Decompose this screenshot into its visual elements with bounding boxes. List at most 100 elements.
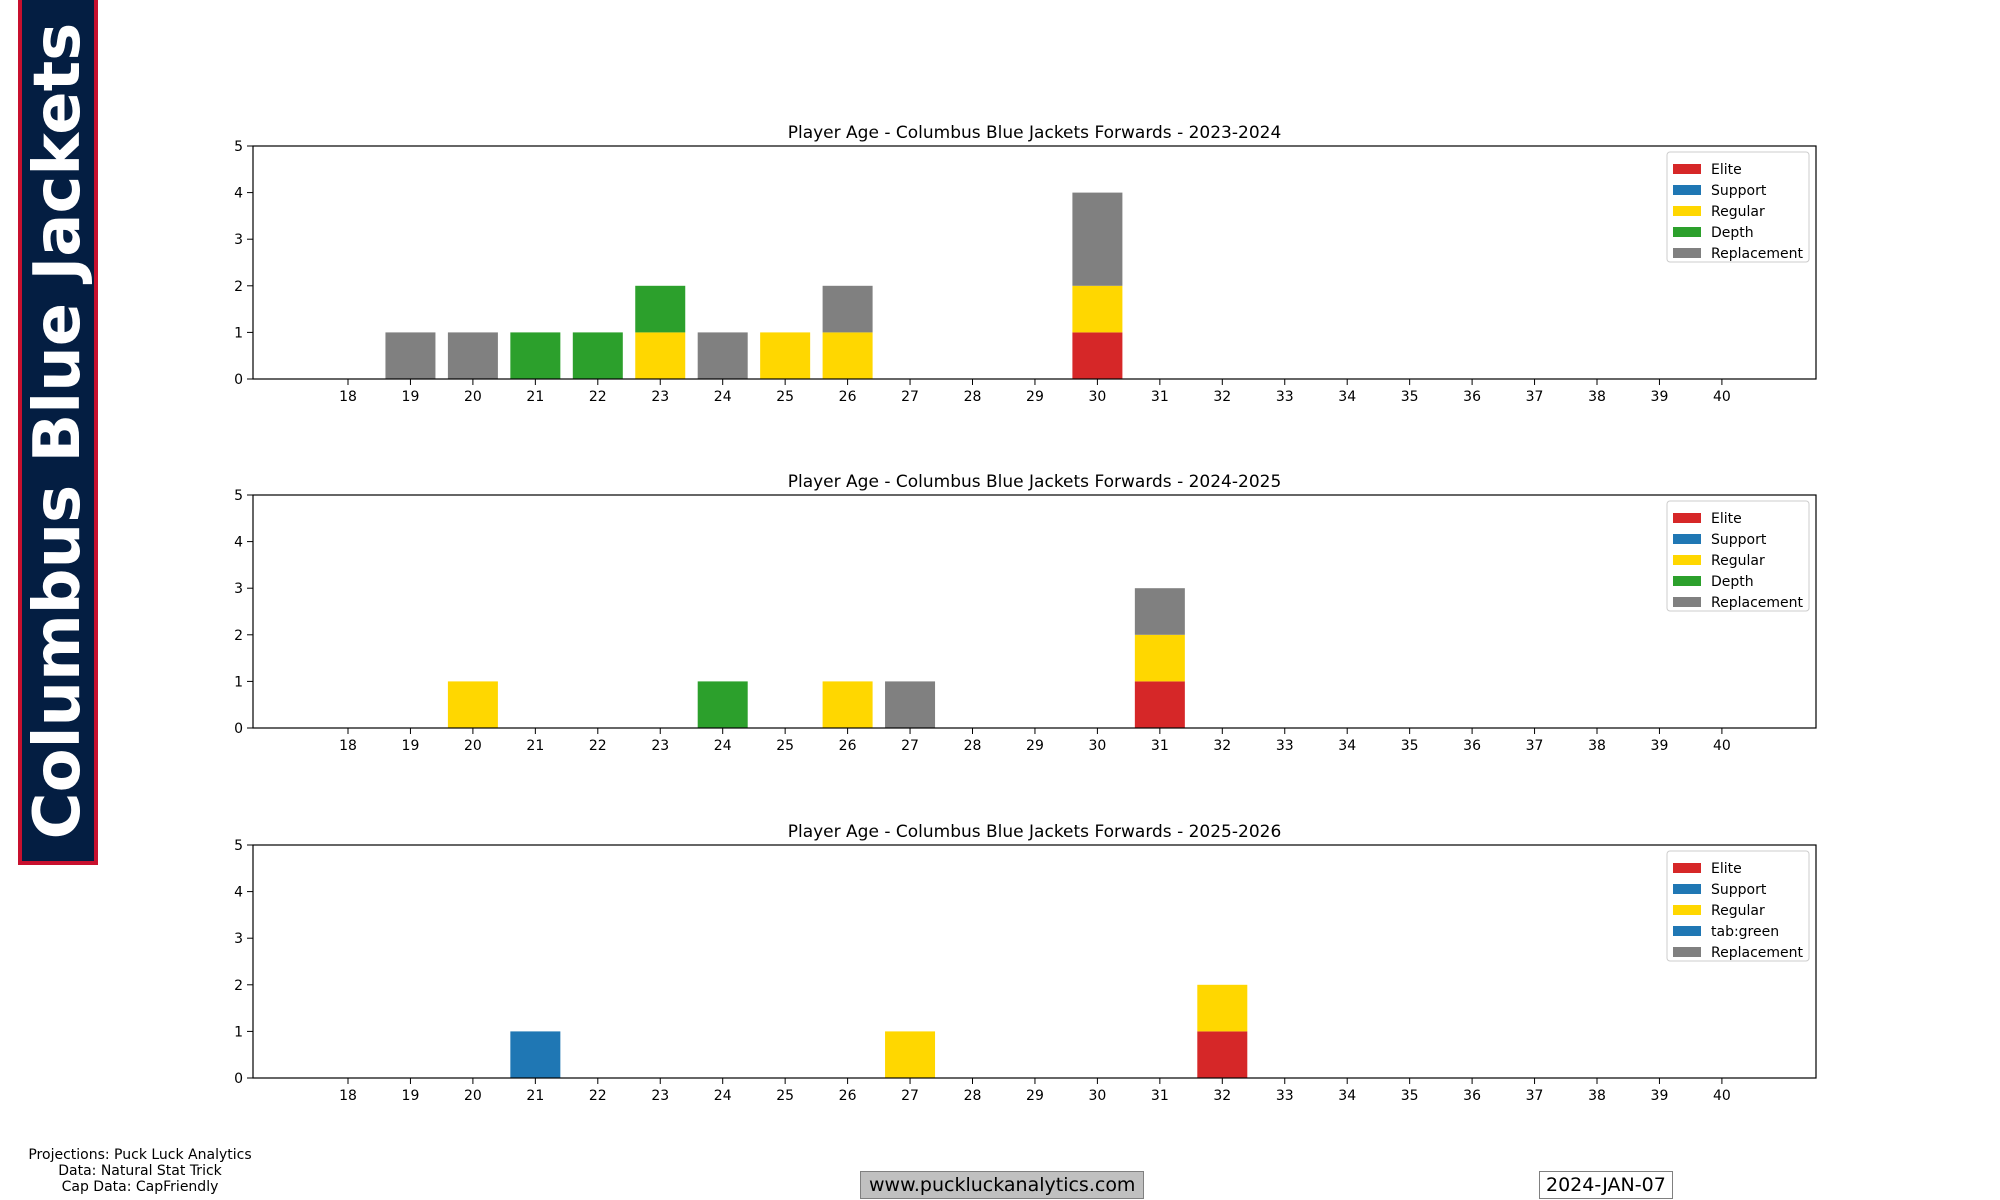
legend-swatch [1673, 248, 1701, 258]
legend-swatch [1673, 884, 1701, 894]
x-tick-label: 27 [901, 389, 919, 405]
y-tick-label: 4 [234, 535, 243, 551]
legend-label: Elite [1711, 861, 1742, 877]
x-tick-label: 35 [1401, 738, 1419, 754]
y-tick-label: 4 [234, 186, 243, 202]
x-tick-label: 38 [1588, 1088, 1606, 1104]
bar-replacement-age-24 [697, 332, 748, 379]
x-tick-label: 39 [1651, 389, 1669, 405]
x-tick-label: 28 [964, 738, 982, 754]
x-tick-label: 23 [651, 389, 669, 405]
bar-regular-age-23 [635, 332, 686, 379]
bar-regular-age-20 [447, 681, 498, 728]
bar-regular-age-30 [1072, 285, 1123, 333]
x-tick-label: 25 [776, 738, 794, 754]
legend-label: Support [1711, 183, 1767, 199]
x-tick-label: 36 [1463, 389, 1481, 405]
x-tick-label: 29 [1026, 1088, 1044, 1104]
y-tick-label: 2 [234, 279, 243, 295]
x-tick-label: 38 [1588, 389, 1606, 405]
legend-label: Replacement [1711, 945, 1804, 961]
x-tick-label: 35 [1401, 1088, 1419, 1104]
x-tick-label: 30 [1088, 1088, 1106, 1104]
y-tick-label: 3 [234, 232, 243, 248]
x-tick-label: 18 [339, 389, 357, 405]
bar-replacement-age-26 [822, 285, 873, 333]
legend-swatch [1673, 513, 1701, 523]
legend-box [1666, 151, 1810, 263]
x-tick-label: 25 [776, 1088, 794, 1104]
x-tick-label: 37 [1526, 1088, 1544, 1104]
legend-label: tab:green [1711, 924, 1779, 940]
bar-regular-age-32 [1197, 984, 1248, 1032]
legend-box [1666, 500, 1810, 612]
team-banner: Columbus Blue Jackets [18, 0, 98, 865]
bar-depth-age-23 [635, 285, 686, 333]
x-tick-label: 20 [464, 389, 482, 405]
x-tick-label: 27 [901, 738, 919, 754]
y-tick-label: 3 [234, 931, 243, 947]
x-tick-label: 34 [1338, 738, 1356, 754]
y-tick-label: 1 [234, 1024, 243, 1040]
y-tick-label: 0 [234, 372, 243, 388]
bar-regular-age-26 [822, 681, 873, 728]
x-tick-label: 24 [714, 1088, 732, 1104]
x-tick-label: 39 [1651, 738, 1669, 754]
x-tick-label: 23 [651, 1088, 669, 1104]
legend-label: Regular [1711, 903, 1765, 919]
y-tick-label: 3 [234, 581, 243, 597]
legend-label: Elite [1711, 511, 1742, 527]
x-tick-label: 37 [1526, 738, 1544, 754]
x-tick-label: 38 [1588, 738, 1606, 754]
x-tick-label: 40 [1713, 738, 1731, 754]
x-tick-label: 20 [464, 738, 482, 754]
website-link[interactable]: www.puckluckanalytics.com [860, 1171, 1145, 1199]
x-tick-label: 30 [1088, 738, 1106, 754]
legend-label: Replacement [1711, 246, 1804, 262]
x-tick-label: 40 [1713, 1088, 1731, 1104]
bar-replacement-age-19 [385, 332, 436, 379]
x-tick-label: 27 [901, 1088, 919, 1104]
legend-label: Regular [1711, 204, 1765, 220]
x-tick-label: 19 [402, 389, 420, 405]
bar-regular-age-31 [1134, 634, 1185, 682]
x-tick-label: 26 [839, 389, 857, 405]
x-tick-label: 21 [526, 1088, 544, 1104]
legend-swatch [1673, 227, 1701, 237]
bar-depth-age-24 [697, 681, 748, 728]
plot-frame [252, 844, 1817, 1079]
y-tick-label: 5 [234, 139, 243, 155]
bar-elite-age-32 [1197, 1031, 1248, 1078]
x-tick-label: 22 [589, 738, 607, 754]
x-tick-label: 24 [714, 738, 732, 754]
x-tick-label: 18 [339, 738, 357, 754]
credit-data: Data: Natural Stat Trick [58, 1163, 222, 1179]
x-tick-label: 40 [1713, 389, 1731, 405]
bar-regular-age-25 [760, 332, 811, 379]
y-tick-label: 0 [234, 721, 243, 737]
legend-swatch [1673, 947, 1701, 957]
x-tick-label: 31 [1151, 1088, 1169, 1104]
bar-replacement-age-20 [447, 332, 498, 379]
x-tick-label: 37 [1526, 389, 1544, 405]
credit-projections: Projections: Puck Luck Analytics [28, 1147, 252, 1163]
footer-credits: Projections: Puck Luck Analytics Data: N… [20, 1147, 260, 1195]
y-tick-label: 2 [234, 978, 243, 994]
date-label: 2024-JAN-07 [1539, 1171, 1673, 1199]
legend-swatch [1673, 185, 1701, 195]
legend-label: Elite [1711, 162, 1742, 178]
x-tick-label: 35 [1401, 389, 1419, 405]
x-tick-label: 30 [1088, 389, 1106, 405]
x-tick-label: 22 [589, 1088, 607, 1104]
bar-replacement-age-30 [1072, 192, 1123, 286]
x-tick-label: 26 [839, 738, 857, 754]
x-tick-label: 20 [464, 1088, 482, 1104]
bar-depth-age-21 [510, 332, 561, 379]
bar-elite-age-31 [1134, 681, 1185, 728]
x-tick-label: 23 [651, 738, 669, 754]
x-tick-label: 34 [1338, 1088, 1356, 1104]
legend-swatch [1673, 926, 1701, 936]
legend-swatch [1673, 863, 1701, 873]
legend-label: Replacement [1711, 595, 1804, 611]
